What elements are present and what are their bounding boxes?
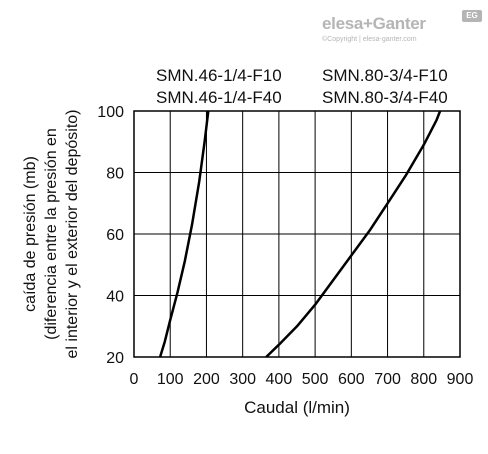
- series-line-1: [158, 110, 210, 358]
- x-tick-label: 800: [410, 371, 437, 388]
- y-tick-labels: 20 40 60 80 100: [97, 104, 124, 367]
- plot-frame: [133, 110, 461, 358]
- y-axis-label: caída de presión (mb) (diferencia entre l…: [22, 109, 81, 358]
- x-axis-label: Caudal (l/min): [244, 398, 350, 417]
- x-tick-label: 500: [302, 371, 329, 388]
- brand-name: elesa+Ganter: [322, 14, 426, 33]
- legend-item-smn80-f40: SMN.80-3/4-F40: [322, 88, 448, 107]
- series-line-2: [265, 110, 442, 358]
- legend-item-smn46-f40: SMN.46-1/4-F40: [156, 88, 282, 107]
- y-axis-label-line: (diferencia entre la presión en: [43, 128, 60, 340]
- x-tick-label: 100: [157, 371, 184, 388]
- y-tick-label: 20: [106, 350, 124, 367]
- y-tick-label: 60: [106, 227, 124, 244]
- x-tick-label: 700: [374, 371, 401, 388]
- x-tick-label: 200: [193, 371, 220, 388]
- x-tick-label: 0: [130, 371, 139, 388]
- y-tick-label: 80: [106, 166, 124, 183]
- chart-series: [158, 110, 442, 358]
- brand-badge: EG: [462, 10, 482, 22]
- brand-copyright: ©Copyright | elesa-ganter.com: [322, 36, 417, 43]
- x-tick-label: 600: [338, 371, 365, 388]
- x-tick-label: 400: [266, 371, 293, 388]
- x-tick-labels: 0 100 200 300 400 500 600 700 800 900: [130, 371, 474, 388]
- y-axis-label-line: caída de presión (mb): [22, 156, 39, 312]
- y-tick-label: 100: [97, 104, 124, 121]
- chart-grid: [133, 110, 461, 358]
- y-tick-label: 40: [106, 289, 124, 306]
- x-tick-label: 300: [229, 371, 256, 388]
- legend-item-smn80-f10: SMN.80-3/4-F10: [322, 66, 448, 85]
- x-tick-label: 900: [447, 371, 474, 388]
- legend-item-smn46-f10: SMN.46-1/4-F10: [156, 66, 282, 85]
- y-axis-label-line: el interior y el exterior del depósito): [64, 109, 81, 358]
- brand-logo: elesa+Ganter EG ©Copyright | elesa-gante…: [322, 10, 482, 46]
